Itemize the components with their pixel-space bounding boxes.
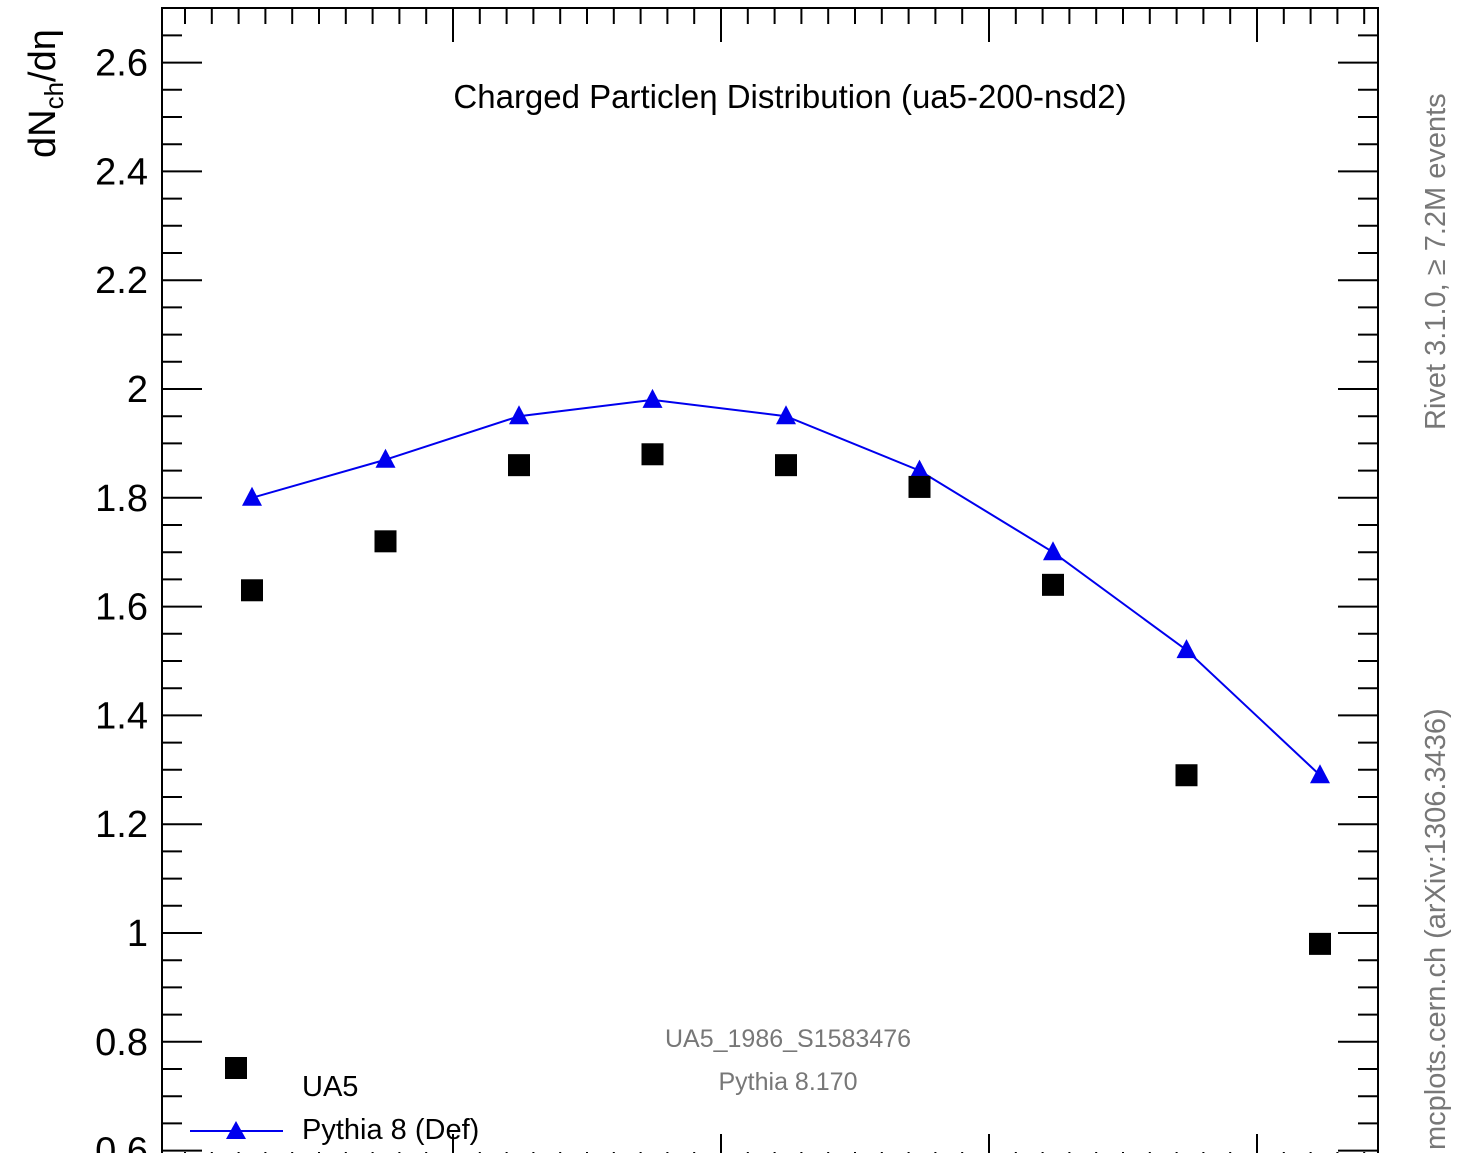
data-point-pythia	[1176, 639, 1197, 659]
y-tick-labels: 0.8 1 1.2 1.4 1.6 1.8 2 2.2 2.4 2.6 0.6	[95, 43, 148, 1153]
legend-ua5-marker	[225, 1057, 247, 1079]
data-point-ua5	[641, 443, 664, 466]
data-point-pythia	[509, 405, 529, 425]
data-point-ua5	[908, 475, 931, 498]
data-point-ua5	[1309, 932, 1331, 955]
y-axis-label-main: dN	[22, 109, 64, 158]
y-tick-label: 1.2	[95, 804, 148, 846]
data-point-ua5	[1042, 573, 1064, 596]
legend: UA5 Pythia 8 (Def)	[190, 1057, 479, 1146]
y-tick-label: 0.8	[95, 1022, 148, 1064]
data-point-ua5	[241, 579, 263, 602]
data-point-ua5	[1175, 764, 1198, 787]
data-point-pythia	[375, 448, 396, 468]
y-tick-label: 0.6	[95, 1131, 148, 1153]
y-tick-label: 2.4	[95, 151, 148, 193]
info-generator: Pythia 8.170	[719, 1068, 858, 1096]
y-tick-label: 2.2	[95, 260, 148, 302]
side-text-rivet: Rivet 3.1.0, ≥ 7.2M events	[1420, 93, 1452, 430]
major-ticks	[162, 8, 1378, 1153]
series-ua5	[241, 443, 1331, 955]
y-axis-label-tail: /dη	[22, 29, 64, 82]
y-tick-label: 2.6	[95, 43, 148, 85]
legend-ua5-label: UA5	[302, 1071, 358, 1103]
info-analysis: UA5_1986_S1583476	[665, 1025, 911, 1053]
data-point-ua5	[775, 454, 797, 477]
data-point-pythia	[642, 388, 663, 408]
data-point-pythia	[242, 486, 262, 506]
y-tick-label: 1.8	[95, 478, 148, 520]
y-tick-label: 1	[127, 913, 148, 955]
series-pythia	[242, 388, 1330, 784]
chart-title: Charged Particleη Distribution (ua5-200-…	[453, 78, 1126, 115]
side-text-mcplots: mcplots.cern.ch (arXiv:1306.3436)	[1420, 708, 1452, 1150]
legend-pythia-marker	[226, 1121, 246, 1139]
data-point-pythia	[776, 405, 796, 425]
y-tick-label: 2	[127, 369, 148, 411]
minor-ticks	[162, 8, 1378, 1153]
legend-pythia-label: Pythia 8 (Def)	[302, 1114, 479, 1146]
y-tick-label: 1.4	[95, 695, 148, 737]
data-point-ua5	[374, 530, 397, 553]
data-point-pythia	[1310, 764, 1330, 784]
y-axis-label-sub: ch	[39, 82, 69, 109]
y-axis-label: dNch/dη	[22, 29, 69, 158]
y-tick-label: 1.6	[95, 587, 148, 629]
data-point-pythia	[1043, 541, 1063, 561]
data-point-pythia	[909, 459, 930, 479]
data-point-ua5	[508, 454, 530, 477]
plot-frame	[161, 7, 1379, 1153]
